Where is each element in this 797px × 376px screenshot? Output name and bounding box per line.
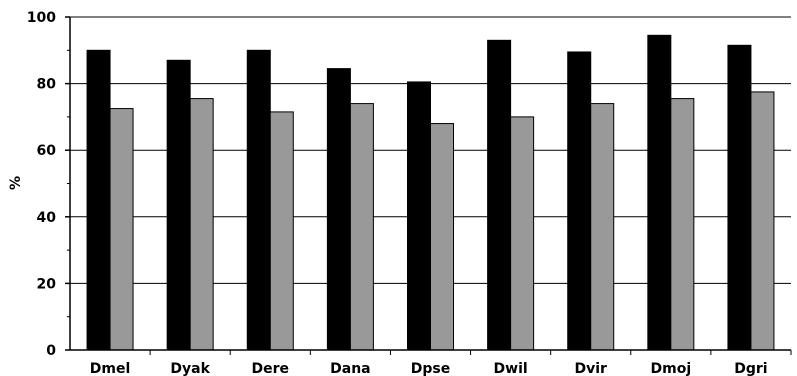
bar-dere-series-1 (246, 49, 271, 351)
bar-dana-series-1 (326, 68, 351, 351)
bar-dyak-series-2 (189, 98, 214, 351)
tick-labels: 0 20 40 60 80 100 Dmel Dyak Dere Dana Dpse Dwil Dvir… (27, 10, 768, 376)
bar-dere-series-2 (269, 111, 294, 351)
bar-dvir-series-1 (567, 51, 592, 351)
x-tick-label: Dyak (170, 361, 210, 376)
bar-dmel-series-1 (86, 49, 111, 351)
bar-dpse-series-2 (430, 123, 454, 351)
bar-dmoj-series-2 (670, 98, 695, 351)
bar-dgri-series-2 (750, 91, 775, 351)
bar-dmoj-series-1 (647, 34, 672, 351)
bar-dwil-series-2 (510, 116, 535, 351)
x-tick-label: Dana (330, 361, 370, 376)
bar-dvir-series-2 (590, 103, 615, 351)
x-tick-label: Dvir (574, 361, 607, 376)
bar-dpse-series-1 (407, 81, 431, 351)
bar-dmel-series-2 (109, 108, 134, 351)
x-tick-label: Dmel (90, 361, 131, 376)
y-tick-label: 60 (37, 143, 57, 159)
bars (86, 34, 775, 351)
bar-dgri-series-1 (727, 44, 752, 351)
y-tick-label: 80 (37, 77, 57, 93)
y-axis-label: % (8, 176, 24, 190)
x-tick-label: Dgri (734, 361, 767, 376)
y-tick-label: 0 (46, 343, 56, 359)
axes (65, 16, 792, 355)
bar-dana-series-2 (349, 103, 374, 351)
y-tick-label: 100 (27, 10, 56, 26)
bar-dwil-series-1 (487, 39, 512, 351)
y-tick-label: 40 (37, 210, 57, 226)
x-tick-label: Dpse (411, 361, 450, 376)
x-tick-label: Dwil (494, 361, 528, 376)
x-tick-label: Dere (252, 361, 290, 376)
y-tick-label: 20 (37, 276, 57, 292)
bar-dyak-series-1 (166, 59, 191, 351)
x-tick-label: Dmoj (651, 361, 692, 376)
